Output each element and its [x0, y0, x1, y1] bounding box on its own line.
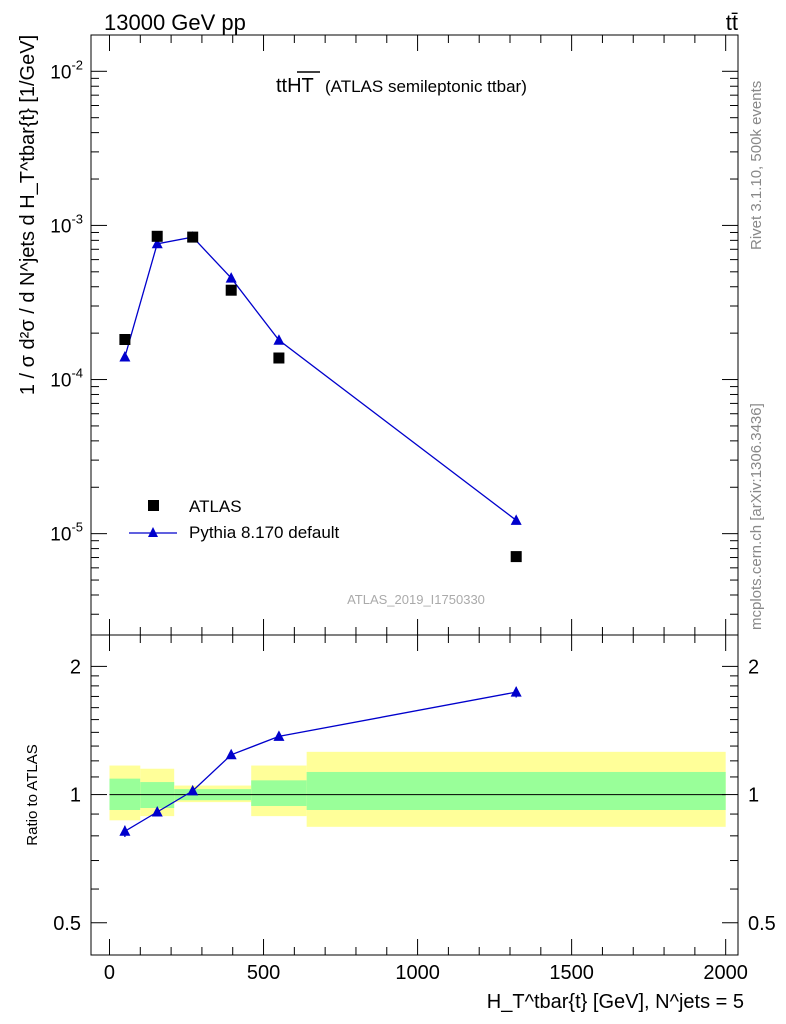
ratio-xtick-label: 1500 — [549, 962, 594, 984]
ratio-line — [124, 691, 517, 832]
pythia-point — [510, 514, 522, 525]
ratio-point — [225, 748, 237, 760]
ratio-plot-area — [109, 686, 726, 837]
ratio-xtick-label: 1000 — [395, 962, 440, 984]
atlas-point — [187, 231, 199, 243]
ratio-point — [510, 686, 522, 697]
ratio-ytick-label-right: 2 — [748, 656, 759, 678]
atlas-point — [151, 230, 163, 242]
header-process: tt̄ — [726, 10, 738, 35]
header-energy: 13000 GeV pp — [104, 10, 246, 35]
main-panel: 10-5 10-4 10-3 10-2 ttHT (ATLAS semileptoni… — [17, 34, 739, 636]
ratio-ylabel: Ratio to ATLAS — [24, 744, 41, 845]
rivet-label: Rivet 3.1.10, 500k events — [748, 81, 765, 250]
ratio-panel: 0.5 0.5 1 1 2 2 0 500 1000 1500 2000 Ratio to ATLA… — [24, 634, 776, 1013]
ratio-point — [151, 806, 163, 817]
legend-atlas-label: ATLAS — [189, 497, 242, 516]
main-ytick-label: 10-2 — [50, 57, 83, 83]
ratio-band-green — [251, 780, 307, 807]
main-plot-area — [119, 230, 522, 563]
atlas-point — [225, 284, 237, 296]
main-title: ttHT (ATLAS semileptonic ttbar) — [276, 75, 527, 97]
pythia-point — [119, 351, 131, 362]
ratio-ytick-label: 1 — [70, 785, 81, 807]
legend-atlas-marker — [148, 500, 159, 511]
ratio-ytick-label-right: 0.5 — [748, 913, 776, 935]
atlas-point — [510, 551, 522, 563]
ratio-xtick-label: 500 — [247, 962, 280, 984]
pythia-line — [124, 236, 517, 521]
main-title-sub: (ATLAS semileptonic ttbar) — [325, 77, 527, 96]
ratio-xtick-label: 2000 — [703, 962, 748, 984]
ratio-ticks: 0.5 0.5 1 1 2 2 0 500 1000 1500 2000 — [53, 635, 776, 984]
ratio-band-green — [306, 771, 726, 810]
legend-pythia-label: Pythia 8.170 default — [189, 523, 340, 542]
pythia-point — [273, 334, 285, 345]
legend-pythia-marker — [148, 527, 158, 537]
ratio-ytick-label: 0.5 — [53, 913, 81, 935]
atlas-point — [119, 334, 131, 345]
main-ytick-label: 10-4 — [50, 366, 83, 392]
atlas-point — [273, 352, 285, 364]
ratio-point — [187, 784, 199, 796]
ratio-ytick-label: 2 — [70, 656, 81, 678]
ratio-point — [119, 825, 131, 836]
ratio-ytick-label-right: 1 — [748, 785, 759, 807]
main-ticks: 10-5 10-4 10-3 10-2 — [50, 35, 738, 635]
main-ylabel: 1 / σ d²σ / d N^jets d H_T^tbar{t} [1/Ge… — [17, 35, 39, 395]
main-ytick-label: 10-3 — [50, 211, 83, 237]
pythia-point — [225, 272, 237, 283]
mcplots-label: mcplots.cern.ch [arXiv:1306.3436] — [748, 403, 765, 630]
main-frame — [90, 34, 739, 636]
legend: ATLAS Pythia 8.170 default — [129, 497, 340, 542]
pythia-point — [151, 237, 163, 249]
ratio-point — [273, 730, 285, 741]
main-title-text: ttHT — [276, 75, 314, 97]
ratio-xlabel: H_T^tbar{t} [GeV], N^jets = 5 — [487, 991, 744, 1013]
ratio-xtick-label: 0 — [104, 962, 115, 984]
main-ytick-label: 10-5 — [50, 520, 83, 546]
analysis-watermark: ATLAS_2019_I1750330 — [347, 592, 485, 607]
